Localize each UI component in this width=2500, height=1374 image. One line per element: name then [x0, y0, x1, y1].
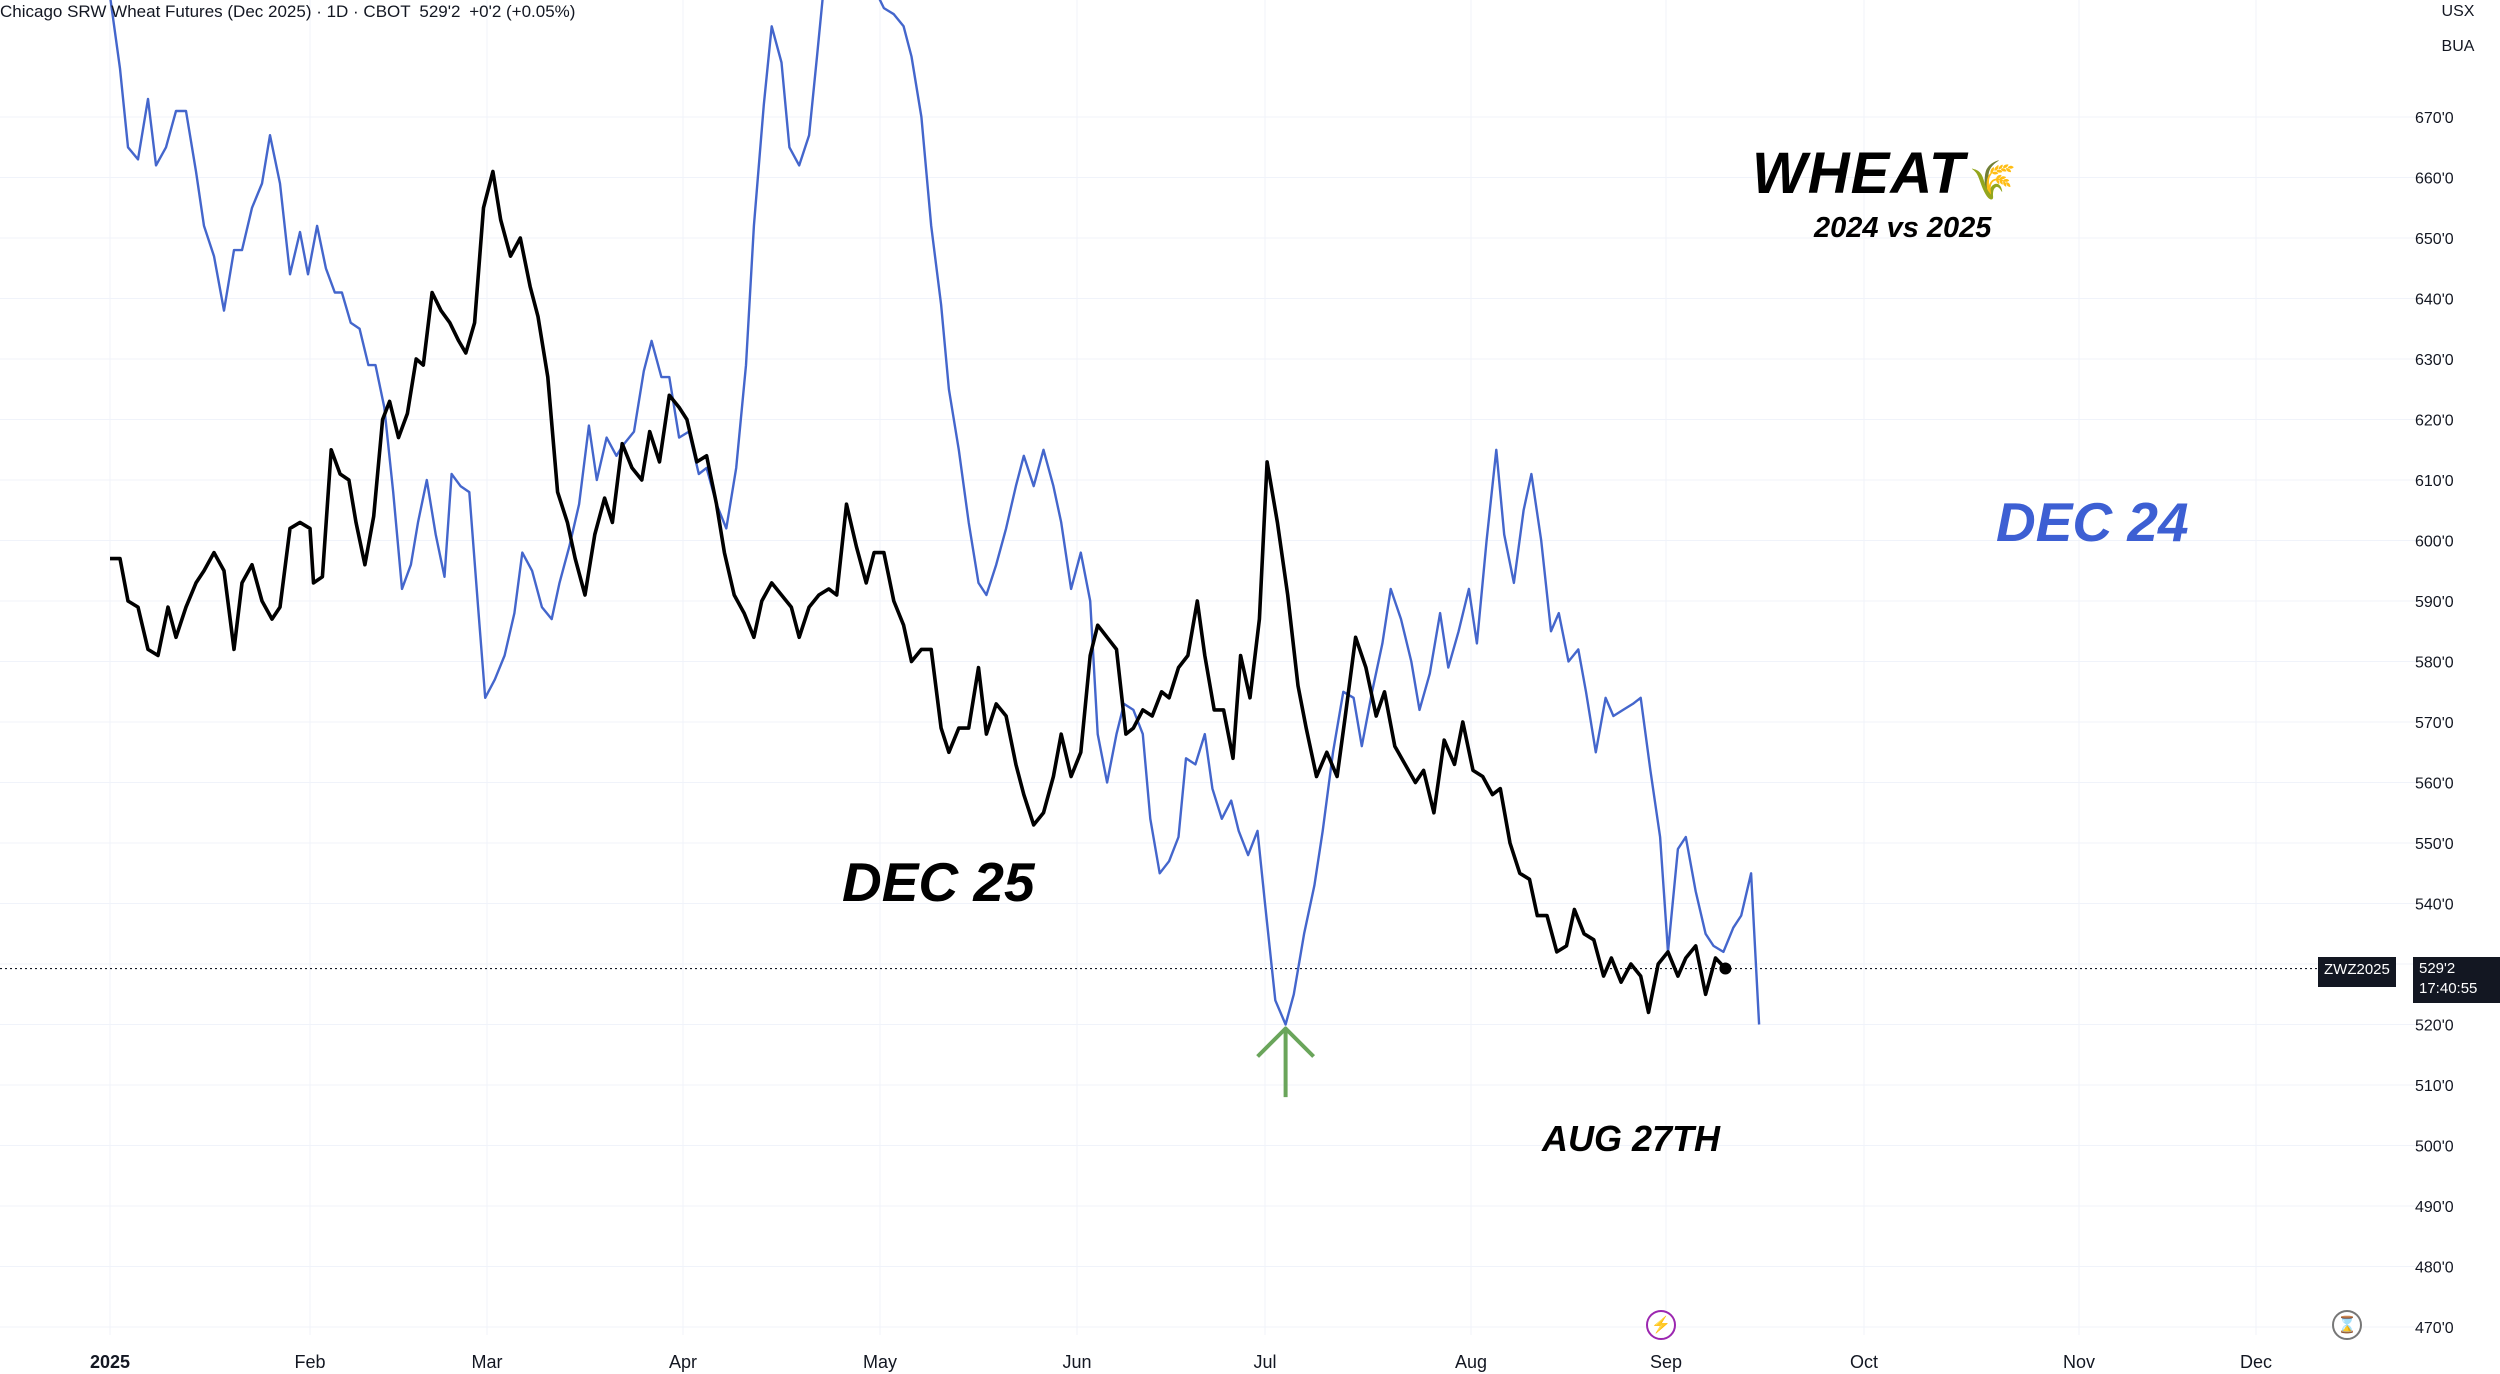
y-tick-label: 580'0	[2415, 655, 2454, 672]
aug27-label: AUG 27TH	[1542, 1118, 1721, 1159]
symbol-price-tag: ZWZ2025	[2318, 957, 2396, 987]
y-tick-label: 520'0	[2415, 1018, 2454, 1035]
title-text: WHEAT	[1752, 141, 1966, 206]
price-change: +0'2 (+0.05%)	[469, 2, 576, 21]
y-tick-label: 540'0	[2415, 897, 2454, 914]
up-arrow-head	[1256, 1026, 1316, 1058]
x-tick-label: Jul	[1253, 1352, 1276, 1372]
axes: 470'0480'0490'0500'0510'0520'0530'0540'0…	[90, 110, 2454, 1372]
wheat-icon: 🌾	[1969, 160, 2018, 202]
x-tick-label: Dec	[2240, 1352, 2272, 1372]
y-tick-label: 510'0	[2415, 1078, 2454, 1095]
y-tick-label: 610'0	[2415, 473, 2454, 490]
y-tick-label: 630'0	[2415, 352, 2454, 369]
y-tick-label: 660'0	[2415, 171, 2454, 188]
x-tick-label: 2025	[90, 1352, 130, 1372]
last-price: 529'2	[419, 2, 461, 21]
currency-label: USX	[2441, 3, 2475, 20]
x-tick-label: Apr	[669, 1352, 697, 1372]
bar-countdown: 17:40:55	[2419, 980, 2478, 997]
y-tick-label: 480'0	[2415, 1260, 2454, 1277]
last-point-marker	[1719, 962, 1732, 975]
y-tick-label: 550'0	[2415, 836, 2454, 853]
markers	[1256, 962, 1732, 1098]
y-tick-label: 590'0	[2415, 594, 2454, 611]
y-tick-label: 500'0	[2415, 1139, 2454, 1156]
chart-title: WHEAT 🌾	[1752, 140, 2018, 207]
chart-subtitle: 2024 vs 2025	[1814, 212, 1992, 244]
y-tick-label: 490'0	[2415, 1199, 2454, 1216]
unit-label: BUA	[2441, 38, 2475, 55]
grid	[0, 0, 2420, 1335]
y-tick-label: 640'0	[2415, 292, 2454, 309]
dec25-series-line	[110, 169, 1727, 1015]
x-tick-label: May	[863, 1352, 897, 1372]
lightning-icon[interactable]: ⚡	[1646, 1310, 1676, 1340]
x-tick-label: Jun	[1062, 1352, 1091, 1372]
series	[109, 0, 1761, 1026]
y-tick-label: 670'0	[2415, 110, 2454, 127]
x-tick-label: Oct	[1850, 1352, 1878, 1372]
dec24-label: DEC 24	[1996, 491, 2189, 553]
x-tick-label: Mar	[472, 1352, 503, 1372]
chart-header: Chicago SRW Wheat Futures (Dec 2025) · 1…	[0, 2, 579, 22]
y-tick-label: 650'0	[2415, 231, 2454, 248]
y-tick-label: 600'0	[2415, 534, 2454, 551]
x-tick-label: Aug	[1455, 1352, 1487, 1372]
dec25-label: DEC 25	[842, 851, 1035, 913]
x-tick-label: Feb	[294, 1352, 325, 1372]
dec24-series-line	[109, 0, 1761, 1026]
y-tick-label: 560'0	[2415, 776, 2454, 793]
y-tick-label: 620'0	[2415, 413, 2454, 430]
symbol-title: Chicago SRW Wheat Futures (Dec 2025) · 1…	[0, 2, 411, 21]
hourglass-icon[interactable]: ⌛	[2332, 1310, 2362, 1340]
last-price-box: 529'2 17:40:55	[2413, 957, 2500, 1003]
y-tick-label: 570'0	[2415, 715, 2454, 732]
last-price-value: 529'2	[2419, 960, 2456, 977]
x-tick-label: Sep	[1650, 1352, 1682, 1372]
y-tick-label: 470'0	[2415, 1320, 2454, 1337]
x-tick-label: Nov	[2063, 1352, 2095, 1372]
